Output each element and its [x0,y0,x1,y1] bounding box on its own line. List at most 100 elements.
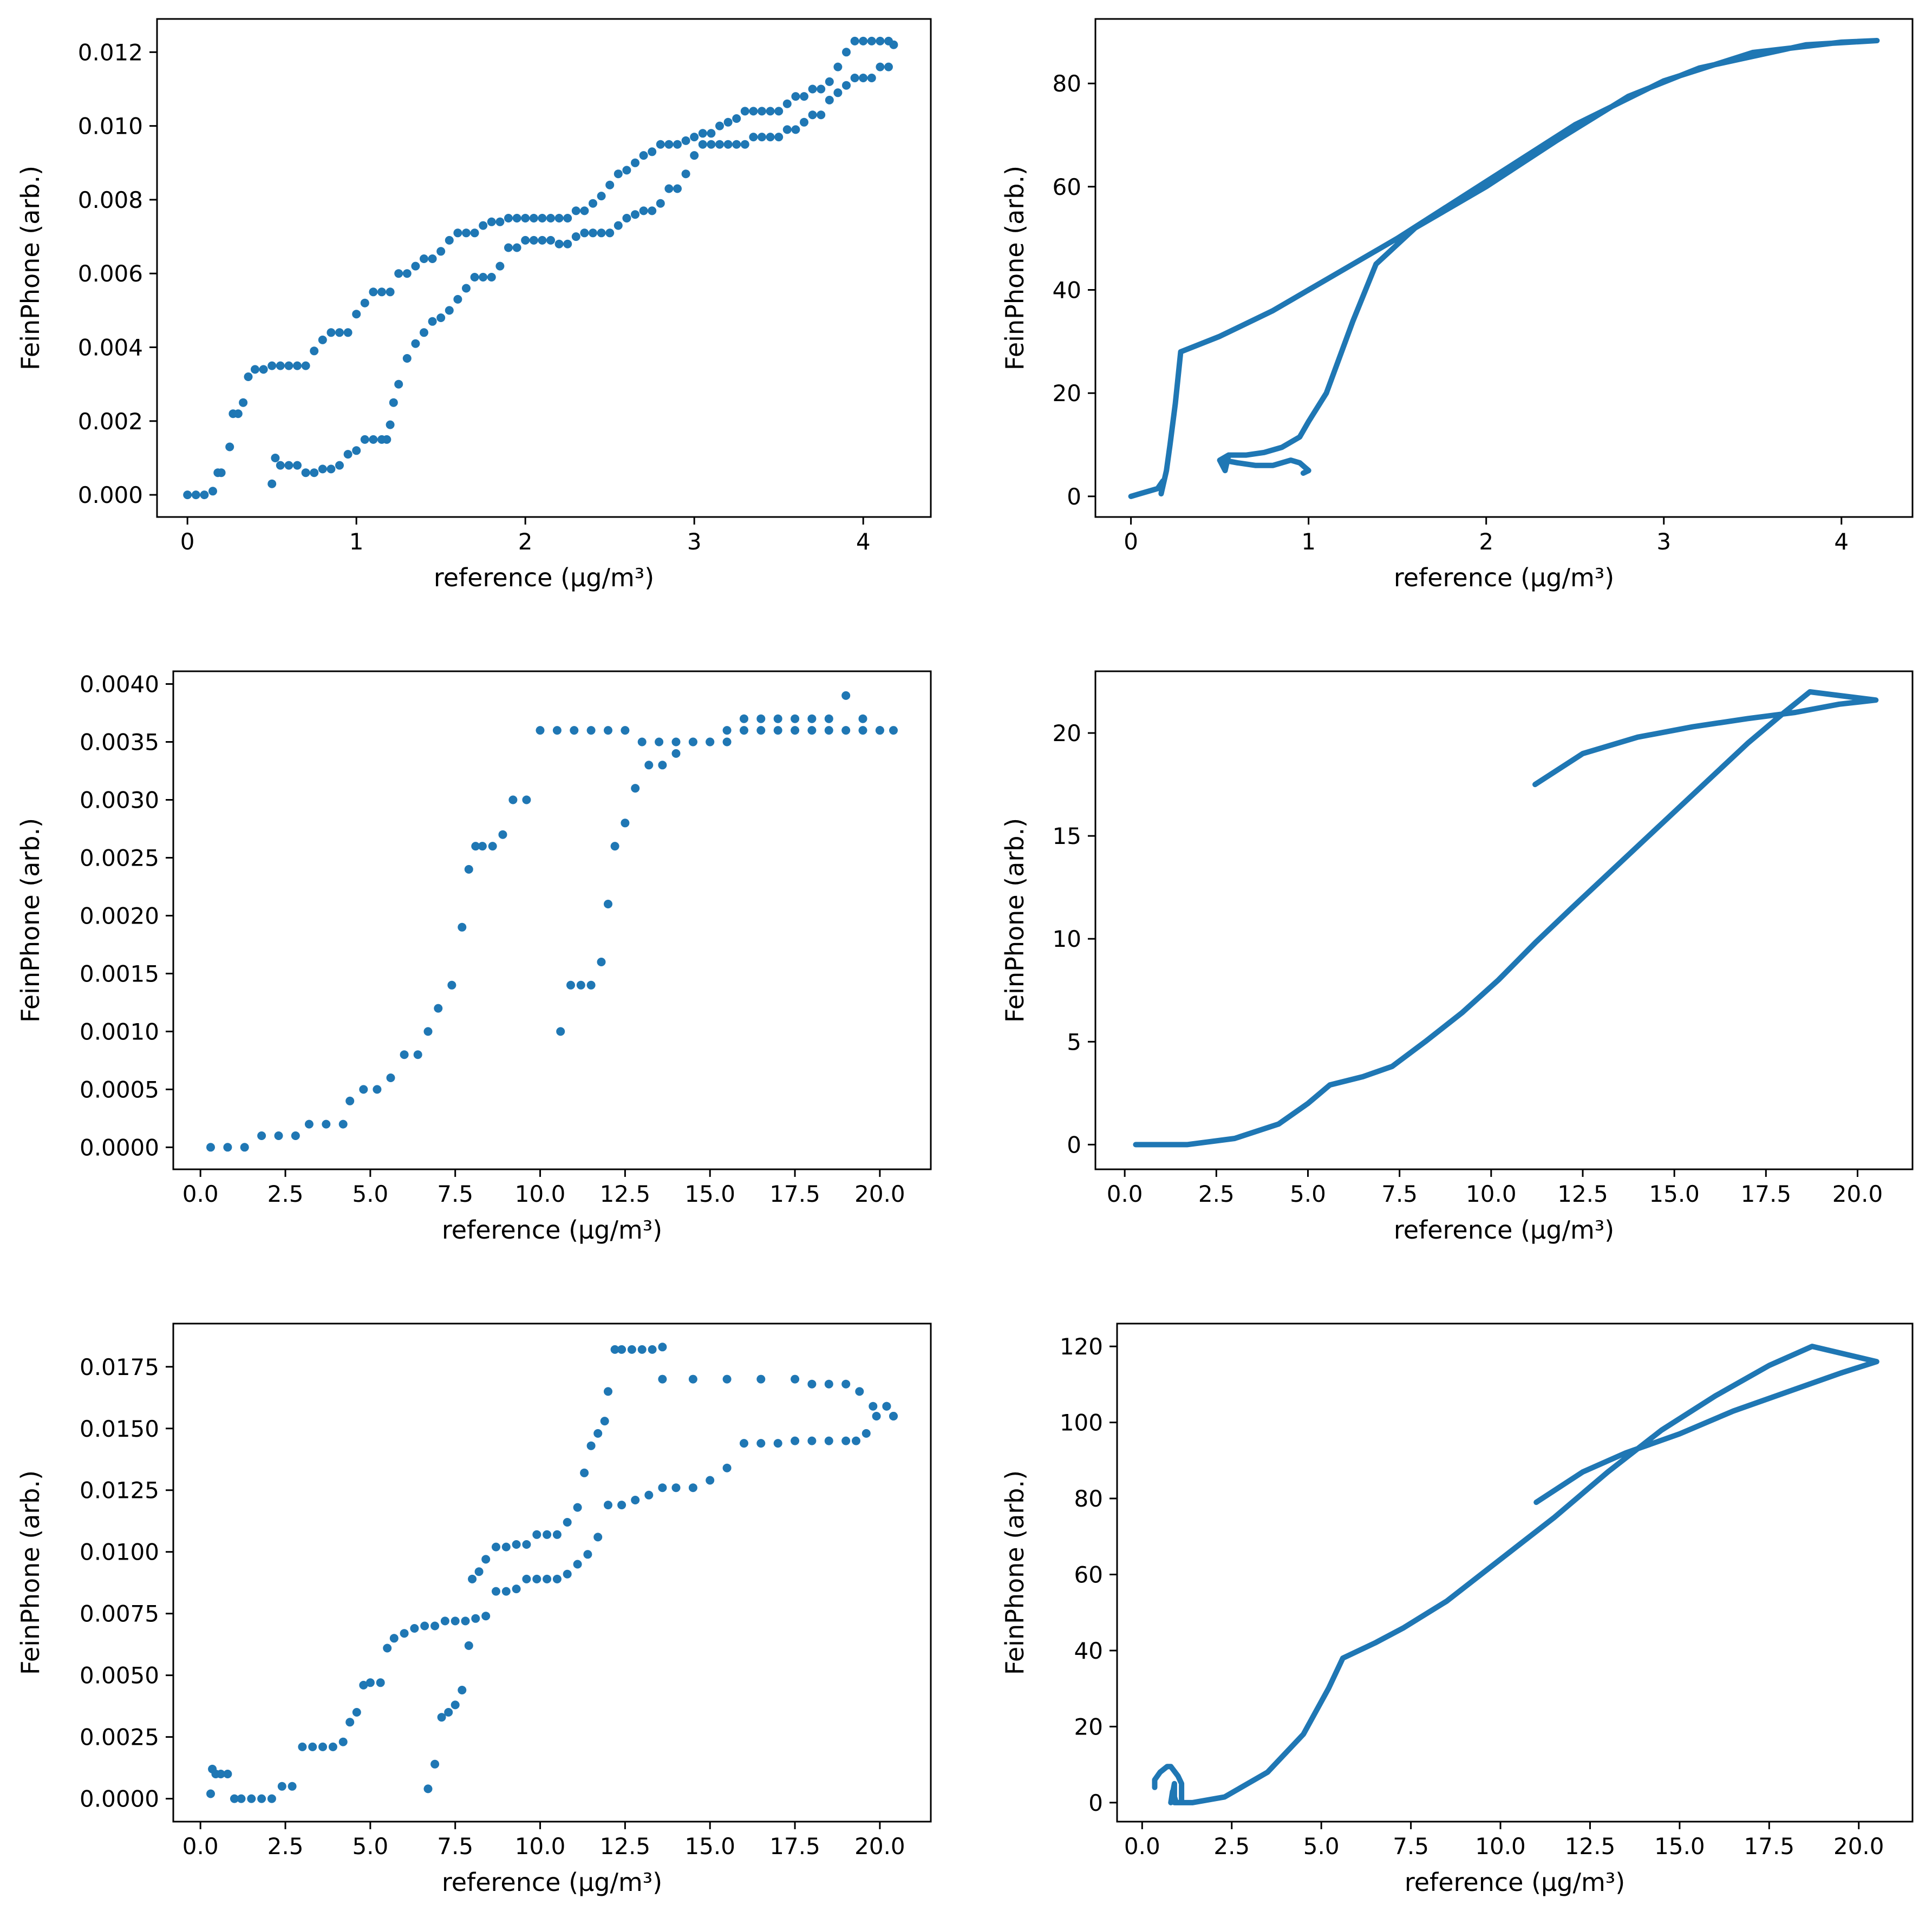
data-point [631,210,639,219]
data-point [604,1387,612,1396]
data-point [445,306,454,315]
data-point [586,1441,596,1450]
data-point [251,365,259,374]
y-tick-label: 0.0040 [80,671,159,698]
y-tick-label: 0.0025 [80,845,159,871]
data-point [335,328,344,337]
data-point [244,372,253,381]
data-point [605,180,615,189]
data-point [284,461,293,470]
data-point [858,714,867,723]
data-point [658,1343,667,1352]
data-point [749,107,758,116]
x-tick-label: 10.0 [515,1181,566,1207]
data-point [462,228,471,238]
x-tick-label: 7.5 [437,1181,473,1207]
data-point [766,107,775,116]
data-point [631,784,640,793]
data-point [732,114,741,123]
data-point [876,36,885,45]
data-point [451,1700,460,1710]
data-point [444,1708,453,1717]
y-tick-label: 15 [1053,823,1081,849]
data-point [389,1634,399,1643]
data-point [807,1436,817,1445]
data-point [552,1530,562,1539]
data-point [867,36,876,45]
data-point [707,129,716,138]
x-tick-label: 0.0 [1107,1181,1143,1207]
data-point [681,169,690,179]
data-point [233,409,243,418]
data-point [631,158,639,167]
data-point [658,761,667,770]
data-point [464,865,473,874]
y-tick-label: 0.0175 [80,1354,159,1380]
data-point [627,1345,636,1354]
data-point [889,40,898,49]
data-point [648,1345,657,1354]
data-point [276,461,285,470]
data-point [884,62,893,71]
data-point [487,217,496,226]
data-point [749,133,758,142]
data-point [304,1120,314,1129]
data-point [867,74,876,82]
data-point [583,1550,592,1559]
data-point [402,354,412,363]
data-point [501,1587,511,1596]
y-tick-label: 40 [1074,1638,1103,1664]
y-tick-label: 0.0035 [80,729,159,756]
data-point [223,1143,232,1152]
data-point [850,36,859,45]
data-point [688,1374,697,1384]
y-tick-label: 0.004 [78,335,143,361]
data-point [604,1501,612,1510]
data-point [571,206,580,215]
data-point [671,737,681,747]
data-point [394,269,403,278]
data-point [715,140,724,149]
data-point [327,328,336,337]
data-point [310,346,319,356]
x-tick-label: 0 [180,528,195,555]
data-point [552,726,562,735]
data-point [504,214,513,222]
data-point [841,1436,851,1445]
data-point [377,287,386,297]
data-point [872,1412,881,1420]
y-tick-label: 0.0000 [80,1134,159,1161]
series-bl-0 [206,1343,667,1803]
data-point [223,1770,232,1778]
data-point [394,379,403,389]
data-point [318,1742,327,1751]
data-point [247,1794,256,1803]
data-point [512,214,521,222]
data-point [488,842,497,851]
data-point [824,726,833,735]
data-point [758,107,766,116]
data-point [800,92,808,101]
data-point [301,361,310,370]
data-point [707,140,716,149]
y-tick-label: 0.0050 [80,1662,159,1689]
data-point [698,140,707,149]
data-point [386,420,395,429]
y-tick-label: 20 [1053,720,1081,747]
data-point [291,1131,300,1140]
data-point [267,1794,276,1803]
data-point [492,1542,500,1552]
y-tick-label: 0.006 [78,260,143,287]
data-point [216,1770,225,1778]
data-point [621,726,630,735]
data-point [756,714,766,723]
data-point [586,726,596,735]
data-point [277,1782,286,1791]
data-point [522,1540,531,1549]
axes-frame [1094,18,1914,518]
data-point [468,1574,477,1583]
data-point [658,1483,667,1492]
data-point [723,140,733,149]
y-tick-label: 60 [1074,1562,1103,1588]
series-line-mr-0 [1133,689,1879,1148]
